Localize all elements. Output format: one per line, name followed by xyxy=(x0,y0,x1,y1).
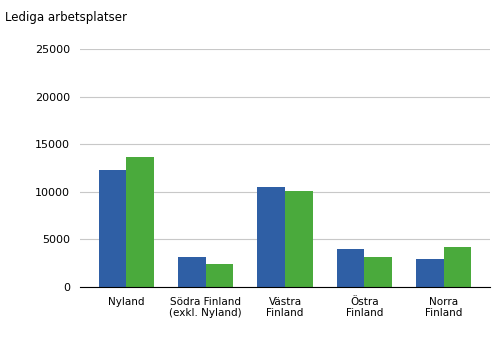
Bar xyxy=(364,257,392,287)
Bar xyxy=(285,191,313,287)
Bar xyxy=(126,156,154,287)
Bar xyxy=(416,259,444,287)
Bar xyxy=(257,187,285,287)
Bar xyxy=(336,249,364,287)
Bar xyxy=(98,170,126,287)
Bar xyxy=(444,247,471,287)
Bar xyxy=(178,257,206,287)
Text: Lediga arbetsplatser: Lediga arbetsplatser xyxy=(5,10,127,23)
Bar xyxy=(206,264,234,287)
